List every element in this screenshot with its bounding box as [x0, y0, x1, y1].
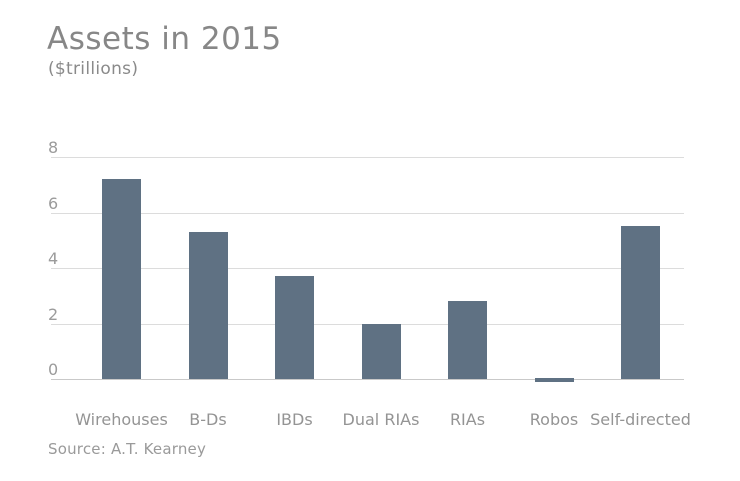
x-tick-label-b-ds: B-Ds: [189, 410, 227, 429]
y-tick-label-2: 2: [48, 304, 59, 324]
gridline-y6: [51, 212, 684, 214]
x-tick-label-rias: RIAs: [449, 410, 486, 429]
gridline-y8: [51, 157, 684, 158]
x-tick-label-wirehouses: Wirehouses: [75, 410, 168, 429]
bar-self-directed: [621, 226, 660, 379]
bar-robos: [534, 378, 574, 382]
y-tick-label-6: 6: [48, 193, 59, 213]
x-tick-label-ibds: IBDs: [276, 410, 313, 429]
gridline-y4: [51, 268, 684, 269]
y-tick-label-4: 4: [48, 249, 59, 268]
bar-ibds: [275, 276, 314, 379]
bar-wirehouses: [102, 179, 141, 379]
x-tick-label-robos: Robos: [529, 410, 579, 429]
chart-title: Assets in 2015: [47, 21, 282, 57]
x-tick-label-self-directed: Self-directed: [590, 410, 691, 429]
source-note: Source: A.T. Kearney: [48, 440, 207, 458]
y-tick-label-0: 0: [48, 360, 59, 379]
x-axis-line: [51, 379, 684, 380]
bar-dual-rias: [361, 323, 401, 379]
chart-subtitle: ($trillions): [48, 59, 139, 79]
bar-rias: [448, 301, 487, 379]
y-tick-label-8: 8: [48, 138, 59, 157]
x-tick-label-dual-rias: Dual RIAs: [342, 410, 420, 429]
bar-b-ds: [188, 231, 228, 379]
